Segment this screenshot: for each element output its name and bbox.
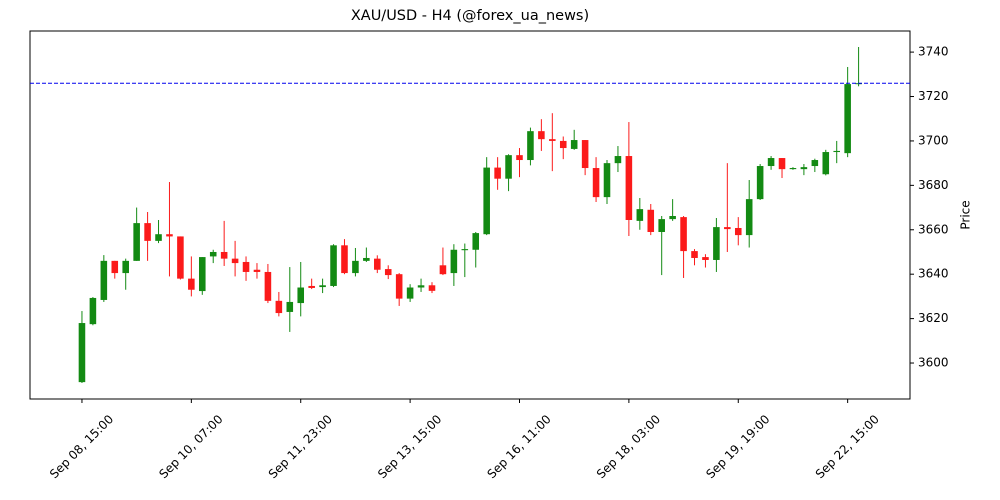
candle-body [516,155,523,161]
candle-body [822,152,830,175]
candle-body [188,278,195,290]
candle-body [286,301,294,312]
candle-body [220,251,228,259]
candle-body [461,249,469,251]
candle-body [570,140,578,149]
candle-body [231,258,239,264]
candle-body [603,163,611,198]
y-tick-label: 3660 [918,222,949,236]
x-tick-label: Sep 19, 19:00 [703,412,772,481]
candle-body [647,209,655,232]
candle-body [341,245,348,274]
candle-body [538,131,545,140]
candle-body [319,285,326,288]
candle-body [428,285,436,291]
x-tick-label: Sep 11, 23:00 [266,412,335,481]
candle-body [406,287,414,299]
x-tick-label: Sep 18, 03:00 [594,412,663,481]
y-tick-label: 3640 [918,267,949,281]
candle-body [450,249,458,274]
y-tick-label: 3700 [918,133,949,147]
candle-body [363,257,370,261]
candle-body [614,156,622,164]
candle-body [198,257,206,292]
chart-title: XAU/USD - H4 (@forex_ua_news) [351,8,589,24]
candle-body [472,233,480,250]
candle-body [330,245,337,286]
x-tick-label: Sep 10, 07:00 [156,412,225,481]
candle-body [122,260,129,274]
candle-body [833,150,840,153]
candle-body [352,260,359,274]
y-tick-label: 3740 [918,45,949,59]
candle-body [658,219,665,232]
candle-body [549,139,556,141]
candle-body [264,271,272,301]
candle-body [374,258,381,270]
candle-body [844,84,851,154]
y-tick-label: 3600 [918,356,949,370]
candle-body [78,323,86,383]
candle-body [111,260,119,274]
candle-body [395,274,403,299]
candle-body [734,227,742,236]
candle-body [100,260,108,300]
x-tick-label: Sep 13, 15:00 [375,412,444,481]
candle-body [166,234,173,237]
candle-body [691,251,698,258]
candle-body [242,261,250,272]
x-tick-label: Sep 08, 15:00 [47,412,116,481]
candle-body [625,156,633,220]
candle-body [505,155,512,179]
candle-body [800,167,808,170]
candle-body [89,297,97,325]
candle-body [275,300,283,314]
y-axis-label: Price [959,200,973,229]
candle-body [439,265,447,275]
x-tick-label: Sep 22, 15:00 [813,412,882,481]
plot-frame [29,30,911,400]
candle-body [308,285,315,288]
candle-body [680,217,687,252]
candle-body [155,234,162,241]
y-tick-label: 3680 [918,178,949,192]
candle-body [581,140,589,169]
candle-body [144,223,151,241]
candle-body [745,199,753,236]
candle-body [669,215,676,220]
x-tick-label: Sep 16, 11:00 [485,412,554,481]
candle-body [636,209,644,221]
candle-body [702,257,709,260]
candle-body [778,158,786,170]
candle-body [483,167,490,235]
candle-body [494,167,501,179]
candle-body [253,269,261,272]
candle-body [592,168,600,198]
y-tick-label: 3620 [918,311,949,325]
candle-body [713,227,720,260]
candle-body [724,227,731,230]
candle-body [209,251,217,257]
candle-body [767,158,775,167]
y-tick-label: 3720 [918,89,949,103]
candle-body [384,269,392,276]
candle-body [527,131,534,161]
candle-body [417,285,425,288]
candle-body [559,140,567,149]
candle-body [297,287,305,304]
candle-body [133,223,140,261]
candle-body [177,236,184,279]
candle-body [756,166,764,200]
candle-body [811,160,819,167]
candle-body [789,168,797,170]
